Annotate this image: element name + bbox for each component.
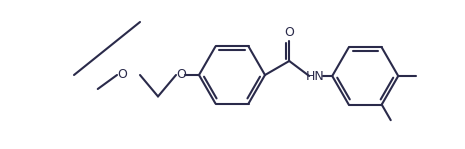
Text: O: O (117, 69, 127, 82)
Text: O: O (176, 69, 186, 82)
Text: HN: HN (306, 69, 325, 83)
Text: O: O (284, 26, 294, 39)
